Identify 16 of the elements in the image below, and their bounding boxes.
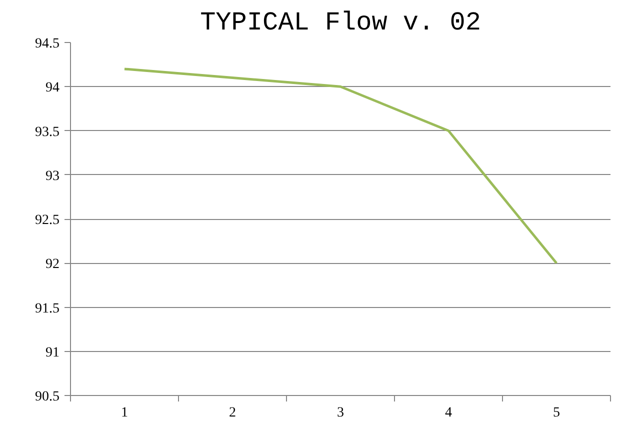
- y-tick-label: 91: [46, 345, 60, 360]
- x-tick-label: 4: [445, 406, 452, 420]
- x-tick-label: 2: [229, 406, 236, 420]
- x-tick-label: 5: [553, 406, 560, 420]
- y-tick-label: 90.5: [35, 390, 60, 404]
- y-tick-label: 91.5: [35, 301, 60, 316]
- y-tick-label: 93.5: [35, 124, 60, 140]
- line-series: [123, 68, 558, 264]
- x-tick-label: 1: [121, 406, 128, 420]
- y-tick-label: 94: [46, 80, 60, 96]
- x-tick-label: 3: [337, 406, 344, 420]
- y-tick-label: 94.5: [35, 36, 60, 52]
- chart-title: TYPICAL Flow v. 02: [200, 8, 481, 38]
- y-tick-label: 93: [46, 168, 60, 184]
- y-tick-label: 92.5: [35, 213, 60, 228]
- y-tick-label: 92: [46, 257, 60, 272]
